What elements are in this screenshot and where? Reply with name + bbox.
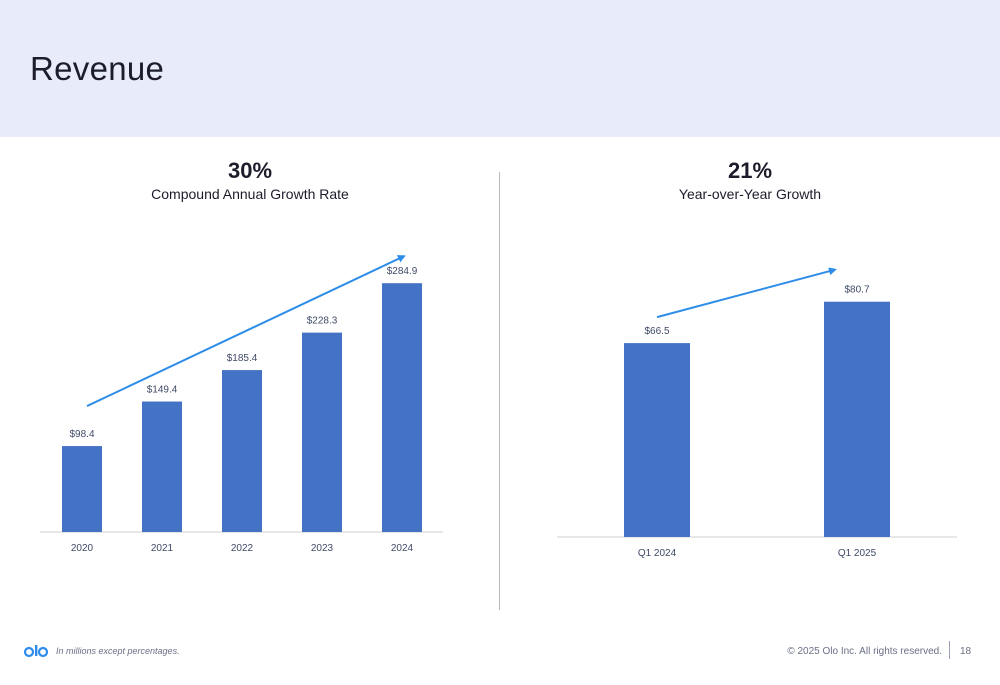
x-tick-label: 2020 [71,543,94,554]
olo-logo [24,645,48,658]
bar-2023 [302,332,342,532]
x-tick-label: Q1 2024 [638,548,677,559]
bar-2020 [62,446,102,532]
bar-q1-2025 [824,301,890,537]
data-label: $284.9 [387,266,418,277]
data-label: $149.4 [147,385,178,396]
copyright: © 2025 Olo Inc. All rights reserved. [787,646,942,657]
data-label: $98.4 [69,429,94,440]
data-label: $80.7 [844,285,869,296]
trend-arrow [86,255,406,407]
yoy-value: 21% [727,158,773,183]
x-tick-label: Q1 2025 [838,548,877,559]
page-title: Revenue [30,50,165,87]
footer-separator [949,641,950,659]
x-tick-label: 2024 [391,543,414,554]
data-label: $228.3 [307,316,338,327]
panel-divider [499,172,500,610]
bar-2021 [142,401,182,532]
x-tick-label: 2021 [151,543,174,554]
header-band [0,0,1000,137]
trend-arrow [656,267,837,319]
data-label: $66.5 [644,326,669,337]
yoy-label: Year-over-Year Growth [678,186,822,202]
page-number: 18 [960,646,972,657]
cagr-label: Compound Annual Growth Rate [151,186,349,202]
data-label: $185.4 [227,353,258,364]
x-tick-label: 2023 [311,543,334,554]
footnote: In millions except percentages. [56,646,180,656]
cagr-value: 30% [227,158,273,183]
x-tick-label: 2022 [231,543,254,554]
bar-2022 [222,370,262,532]
bar-q1-2024 [624,343,690,537]
bar-2024 [382,283,422,532]
